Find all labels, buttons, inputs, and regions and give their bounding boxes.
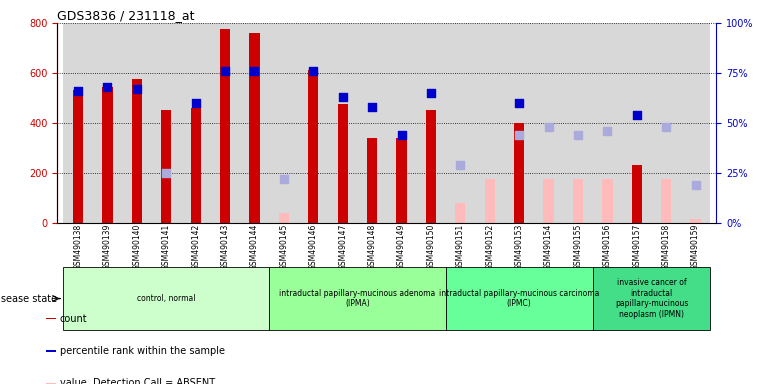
Bar — [132, 79, 142, 223]
Point — [395, 132, 408, 138]
Bar — [73, 91, 83, 223]
Bar — [446, 23, 475, 223]
Text: value, Detection Call = ABSENT: value, Detection Call = ABSENT — [60, 378, 215, 384]
Point — [542, 124, 555, 130]
Point — [131, 86, 143, 92]
Bar — [563, 23, 593, 223]
Bar — [475, 23, 505, 223]
Bar — [387, 23, 416, 223]
Bar — [211, 23, 240, 223]
Bar — [681, 23, 710, 223]
Point — [630, 112, 643, 118]
Bar — [279, 213, 289, 223]
Text: disease state: disease state — [0, 293, 57, 304]
Text: intraductal papillary-mucinous carcinoma
(IPMC): intraductal papillary-mucinous carcinoma… — [439, 289, 599, 308]
Bar — [573, 179, 583, 223]
Bar — [269, 23, 299, 223]
Point — [248, 68, 260, 74]
Bar — [152, 23, 181, 223]
Bar — [534, 23, 563, 223]
Bar — [396, 138, 407, 223]
Bar — [661, 179, 671, 223]
Text: control, normal: control, normal — [137, 294, 195, 303]
Bar — [622, 23, 652, 223]
Point — [660, 124, 673, 130]
Bar — [593, 267, 710, 330]
Bar — [485, 179, 495, 223]
Bar — [220, 29, 231, 223]
Point — [513, 100, 525, 106]
Bar — [250, 33, 260, 223]
Bar — [514, 123, 524, 223]
Point — [336, 94, 349, 100]
Text: intraductal papillary-mucinous adenoma
(IPMA): intraductal papillary-mucinous adenoma (… — [280, 289, 436, 308]
Bar — [632, 166, 642, 223]
Point — [72, 88, 84, 94]
Point — [189, 100, 201, 106]
Text: invasive cancer of
intraductal
papillary-mucinous
neoplasm (IPMN): invasive cancer of intraductal papillary… — [615, 278, 688, 319]
Text: percentile rank within the sample: percentile rank within the sample — [60, 346, 224, 356]
Bar — [602, 179, 613, 223]
Point — [454, 162, 466, 168]
Bar — [299, 23, 328, 223]
Bar — [426, 111, 436, 223]
Point — [101, 84, 113, 90]
Bar — [191, 108, 201, 223]
Text: count: count — [60, 314, 87, 324]
Bar — [328, 23, 358, 223]
Bar — [64, 23, 93, 223]
Bar — [455, 203, 466, 223]
Bar — [46, 318, 56, 319]
Point — [278, 176, 290, 182]
Bar — [46, 382, 56, 384]
Bar — [358, 23, 387, 223]
Bar — [269, 267, 446, 330]
Bar — [240, 23, 269, 223]
Bar — [367, 138, 378, 223]
Bar — [543, 179, 554, 223]
Bar — [93, 23, 122, 223]
Bar — [690, 219, 701, 223]
Bar — [446, 267, 593, 330]
Bar — [338, 104, 348, 223]
Bar — [505, 23, 534, 223]
Point — [689, 182, 702, 188]
Text: GDS3836 / 231118_at: GDS3836 / 231118_at — [57, 9, 195, 22]
Bar — [103, 87, 113, 223]
Point — [572, 132, 584, 138]
Point — [307, 68, 319, 74]
Bar — [652, 23, 681, 223]
Point — [366, 104, 378, 110]
Bar — [181, 23, 211, 223]
Bar — [122, 23, 152, 223]
Point — [425, 90, 437, 96]
Bar — [64, 267, 269, 330]
Point — [219, 68, 231, 74]
Bar — [161, 111, 172, 223]
Point — [160, 170, 172, 176]
Bar — [593, 23, 622, 223]
Point — [601, 128, 614, 134]
Bar — [46, 350, 56, 352]
Point — [513, 132, 525, 138]
Bar — [416, 23, 446, 223]
Bar — [308, 71, 319, 223]
